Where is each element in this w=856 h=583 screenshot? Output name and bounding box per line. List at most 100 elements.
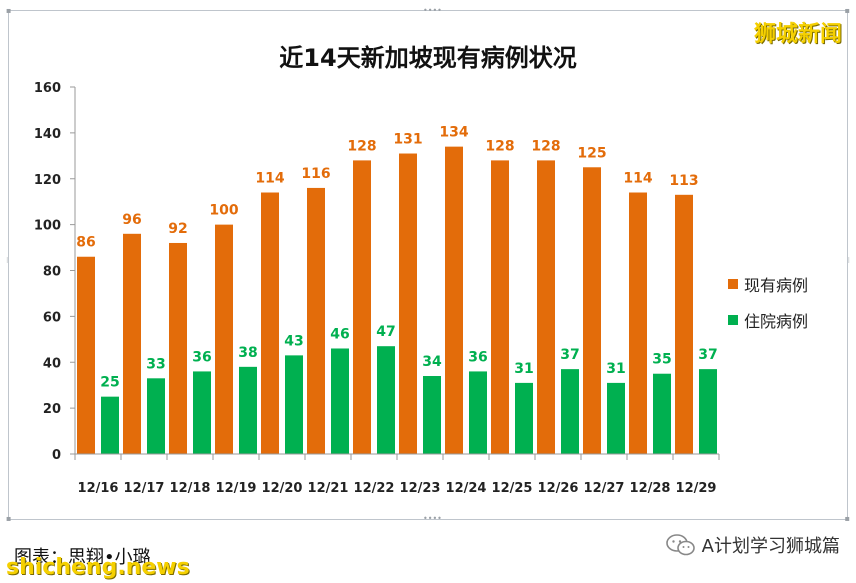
y-tick-label: 100 — [34, 219, 61, 234]
data-label-current-cases: 134 — [439, 125, 468, 141]
bar-current-cases — [491, 160, 509, 454]
x-tick-label: 12/17 — [124, 481, 165, 496]
legend-label-current: 现有病例 — [744, 276, 809, 295]
data-label-hospitalized: 31 — [514, 361, 533, 377]
resize-handle-corner-tl[interactable]: ▪ — [6, 6, 12, 15]
legend-item-hospitalized: 住院病例 — [728, 302, 808, 338]
bar-current-cases — [353, 160, 371, 454]
data-label-current-cases: 92 — [168, 221, 187, 237]
data-label-current-cases: 131 — [393, 132, 422, 148]
footer-source: A计划学习狮城篇 — [665, 532, 840, 558]
bar-current-cases — [307, 187, 325, 455]
x-tick-label: 12/23 — [400, 481, 441, 496]
data-label-current-cases: 128 — [531, 138, 560, 154]
data-label-hospitalized: 47 — [376, 324, 395, 340]
x-axis: 12/16 12/17 12/18 12/19 12/20 12/21 12/22 12/23… — [74, 453, 720, 496]
bar-current-cases — [583, 167, 601, 454]
x-tick-label: 12/19 — [216, 481, 257, 496]
legend: 现有病例 住院病例 — [728, 266, 808, 338]
resize-handle-right[interactable]: ⁝ — [847, 256, 850, 265]
bar-current-cases — [261, 192, 279, 454]
data-label-hospitalized: 38 — [238, 345, 257, 361]
bars: 86 96 92 100 114 116 128 131 134 128 128 125 114 113 2… — [76, 125, 718, 455]
data-label-hospitalized: 37 — [560, 347, 579, 363]
resize-handle-left[interactable]: ⁝ — [6, 256, 9, 265]
bar-hospitalized — [101, 396, 119, 454]
x-tick-label: 12/21 — [308, 481, 349, 496]
data-label-hospitalized: 25 — [100, 375, 119, 391]
data-label-current-cases: 128 — [347, 138, 376, 154]
data-label-current-cases: 114 — [623, 171, 652, 187]
bar-hospitalized — [561, 369, 579, 454]
resize-handle-bottom[interactable]: •••• — [423, 514, 442, 523]
x-tick-label: 12/27 — [584, 481, 625, 496]
bar-current-cases — [399, 153, 417, 455]
data-label-hospitalized: 36 — [192, 349, 211, 365]
y-tick-label: 60 — [43, 310, 61, 325]
bar-current-cases — [169, 242, 187, 454]
data-label-hospitalized: 31 — [606, 361, 625, 377]
resize-handle-corner-bl[interactable]: ▪ — [6, 514, 12, 523]
data-label-hospitalized: 35 — [652, 352, 671, 368]
bar-hospitalized — [423, 376, 441, 454]
chart-title: 近14天新加坡现有病例状况 — [279, 44, 577, 72]
data-label-hospitalized: 37 — [698, 347, 717, 363]
resize-handle-corner-tr[interactable]: ▪ — [844, 6, 850, 15]
y-tick-label: 0 — [52, 448, 61, 463]
bar-hospitalized — [193, 371, 211, 454]
y-axis: 0 20 40 60 80 100 120 140 160 — [34, 81, 76, 463]
data-label-current-cases: 113 — [669, 173, 698, 189]
watermark-site: shicheng.news — [6, 555, 190, 580]
x-tick-label: 12/29 — [676, 481, 717, 496]
legend-item-current: 现有病例 — [728, 266, 808, 302]
bar-hospitalized — [699, 369, 717, 454]
bar-current-cases — [123, 233, 141, 454]
footer-credit: 图表：思翔•小璐 shicheng.news — [6, 543, 190, 580]
data-label-current-cases: 86 — [76, 235, 95, 251]
y-tick-label: 20 — [43, 402, 61, 417]
x-tick-label: 12/20 — [262, 481, 303, 496]
x-tick-label: 12/25 — [492, 481, 533, 496]
legend-label-hospitalized: 住院病例 — [744, 312, 809, 331]
bar-current-cases — [445, 146, 463, 454]
bar-hospitalized — [147, 378, 165, 454]
y-tick-label: 160 — [34, 81, 61, 96]
data-label-hospitalized: 34 — [422, 354, 442, 370]
data-label-hospitalized: 33 — [146, 356, 165, 372]
x-tick-label: 12/16 — [78, 481, 119, 496]
x-tick-label: 12/18 — [170, 481, 211, 496]
bar-current-cases — [537, 160, 555, 454]
legend-swatch-hospitalized — [728, 315, 738, 325]
x-tick-label: 12/26 — [538, 481, 579, 496]
bar-hospitalized — [285, 355, 303, 454]
source-label: A计划学习狮城篇 — [701, 536, 840, 557]
resize-handle-top[interactable]: •••• — [423, 6, 442, 15]
bar-hospitalized — [239, 366, 257, 454]
bar-hospitalized — [653, 373, 671, 454]
data-label-current-cases: 128 — [485, 138, 514, 154]
data-label-hospitalized: 43 — [284, 333, 303, 349]
legend-swatch-current — [728, 279, 738, 289]
watermark-top: 狮城新闻 — [753, 22, 842, 47]
bar-current-cases — [77, 256, 95, 454]
bar-current-cases — [629, 192, 647, 454]
bar-hospitalized — [515, 382, 533, 454]
bar-hospitalized — [607, 382, 625, 454]
bar-current-cases — [215, 224, 233, 454]
bar-hospitalized — [469, 371, 487, 454]
data-label-current-cases: 114 — [255, 171, 284, 187]
bar-hospitalized — [377, 346, 395, 454]
y-tick-label: 40 — [43, 356, 61, 371]
bar-hospitalized — [331, 348, 349, 454]
x-tick-label: 12/28 — [630, 481, 671, 496]
data-label-current-cases: 100 — [209, 203, 238, 219]
data-label-current-cases: 116 — [301, 166, 330, 182]
resize-handle-corner-br[interactable]: ▪ — [844, 514, 850, 523]
data-label-hospitalized: 36 — [468, 349, 487, 365]
bar-current-cases — [675, 194, 693, 454]
x-tick-label: 12/22 — [354, 481, 395, 496]
y-tick-label: 120 — [34, 173, 61, 188]
data-label-current-cases: 96 — [122, 212, 141, 228]
data-label-current-cases: 125 — [577, 145, 606, 161]
data-label-hospitalized: 46 — [330, 326, 349, 342]
